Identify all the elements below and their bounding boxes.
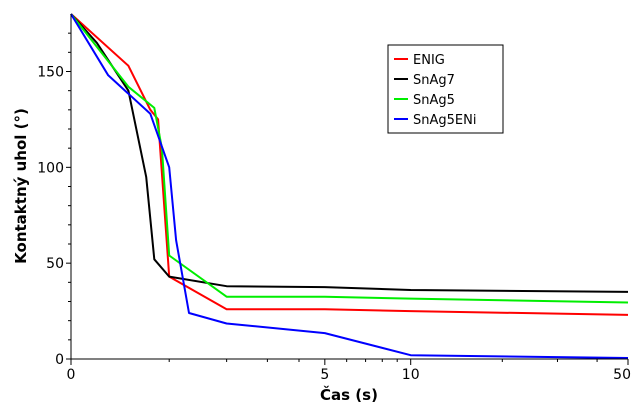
y-tick-label: 150 (37, 65, 64, 81)
series-layer (70, 13, 629, 359)
x-axis-title: Čas (s) (320, 385, 378, 404)
y-tick-label: 50 (46, 256, 64, 272)
x-tick-label: 50 (613, 367, 631, 383)
x-tick-label: 10 (402, 367, 420, 383)
x-tick-label: 0 (67, 367, 76, 383)
y-tick-label: 100 (37, 160, 64, 176)
series-line-snag5eni (70, 13, 629, 359)
legend-label: SnAg5ENi (413, 113, 476, 128)
legend-label: ENIG (413, 53, 445, 68)
axes (70, 14, 628, 360)
series-line-snag7 (70, 13, 629, 293)
ticks: 0 50 100 150 0 5 10 50 (37, 32, 631, 383)
series-line-enig (70, 13, 629, 316)
legend-label: SnAg5 (413, 93, 455, 108)
y-tick-label: 0 (55, 352, 64, 368)
x-tick-label: 5 (320, 367, 329, 383)
y-axis-title: Kontaktný uhol (°) (12, 108, 30, 264)
legend: ENIG SnAg7 SnAg5 SnAg5ENi (387, 44, 504, 134)
series-line-snag5 (70, 13, 629, 304)
legend-label: SnAg7 (413, 73, 455, 88)
